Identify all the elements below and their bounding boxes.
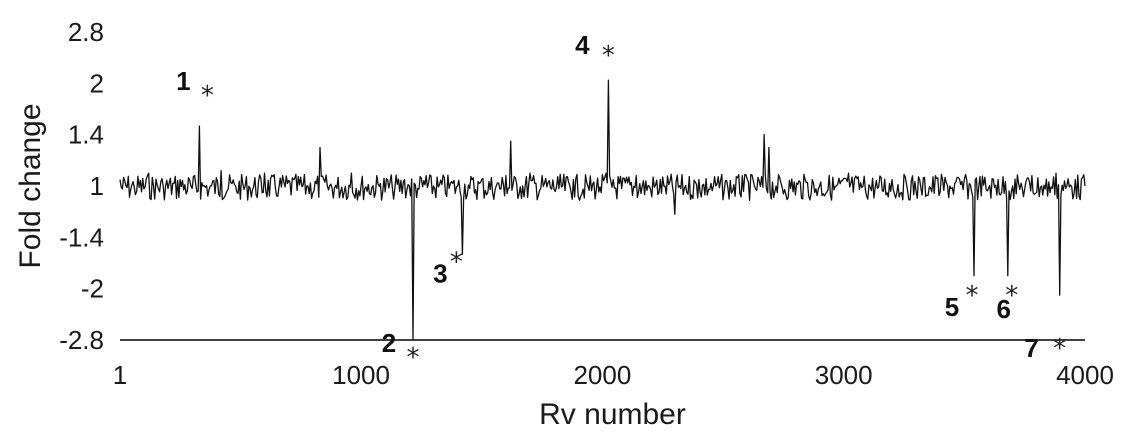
x-tick-label: 1 xyxy=(113,360,127,390)
peak-asterisk-1: * xyxy=(201,81,214,111)
peak-asterisk-3: * xyxy=(450,247,463,277)
y-axis-title: Fold change xyxy=(14,103,47,268)
y-tick-label: 2 xyxy=(90,68,104,98)
y-tick-label: 2.8 xyxy=(68,17,104,47)
peak-asterisk-4: * xyxy=(602,41,615,71)
x-axis-tick-labels: 1 1000 2000 3000 4000 xyxy=(113,360,1114,390)
y-tick-label: 1 xyxy=(90,171,104,201)
x-axis-title: Rv number xyxy=(539,398,686,431)
peak-asterisk-6: * xyxy=(1005,281,1018,311)
y-tick-label: -1.4 xyxy=(59,222,104,252)
peak-label-1: 1 xyxy=(176,66,190,96)
x-tick-label: 2000 xyxy=(573,360,631,390)
peak-annotations: 1 *2 *3 *4 *5 * 6*7 * xyxy=(176,30,1066,373)
peak-asterisk-2: * xyxy=(406,343,419,373)
peak-label-7: 7 xyxy=(1024,333,1038,363)
x-tick-label: 3000 xyxy=(815,360,873,390)
y-tick-label: -2 xyxy=(81,274,104,304)
y-tick-label: -2.8 xyxy=(59,325,104,355)
fold-change-series-line xyxy=(119,79,1086,341)
peak-label-5: 5 xyxy=(945,292,959,322)
peak-label-2: 2 xyxy=(382,328,396,358)
peak-asterisk-5: * xyxy=(965,281,978,311)
peak-label-6: 6 xyxy=(997,294,1011,324)
y-axis-tick-labels: 2.8 2 1.4 1 -1.4 -2 -2.8 xyxy=(59,17,104,355)
y-tick-label: 1.4 xyxy=(68,120,104,150)
x-tick-label: 4000 xyxy=(1056,360,1114,390)
peak-label-3: 3 xyxy=(433,258,447,288)
x-tick-label: 1000 xyxy=(332,360,390,390)
peak-asterisk-7: * xyxy=(1053,334,1066,364)
peak-label-4: 4 xyxy=(575,30,590,60)
series-group xyxy=(119,79,1086,341)
